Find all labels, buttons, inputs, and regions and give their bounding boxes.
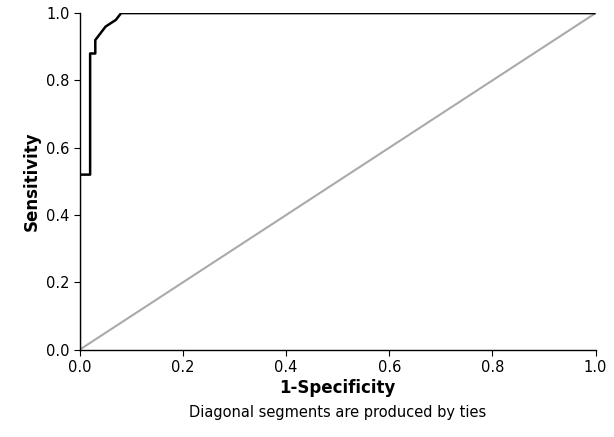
X-axis label: 1-Specificity: 1-Specificity [279, 379, 396, 397]
Text: Diagonal segments are produced by ties: Diagonal segments are produced by ties [189, 405, 486, 420]
Y-axis label: Sensitivity: Sensitivity [22, 132, 41, 231]
